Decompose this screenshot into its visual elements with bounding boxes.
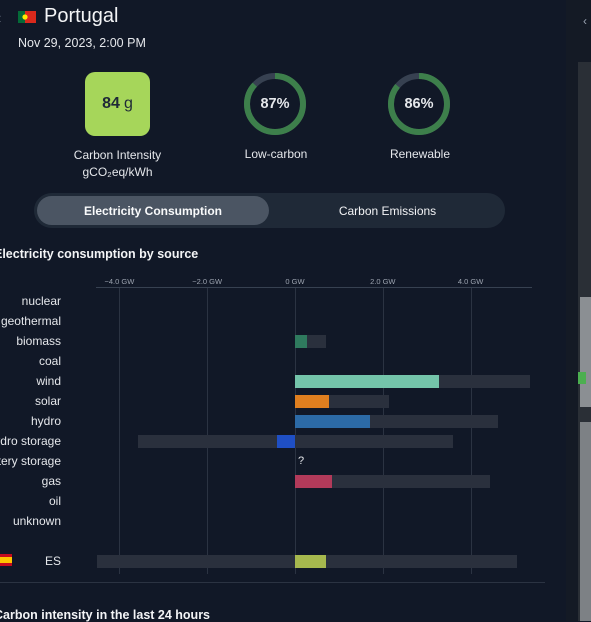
carbon-intensity-unit: g <box>123 95 133 112</box>
source-label: nuclear <box>21 294 61 308</box>
chart-title: Electricity consumption by source <box>0 247 199 261</box>
carbon-intensity-label: Carbon Intensity <box>73 148 162 162</box>
production-bar[interactable] <box>295 475 333 488</box>
production-bar[interactable] <box>295 395 330 408</box>
x-tick-label: 0 GW <box>285 277 305 286</box>
renewable-label: Renewable <box>389 147 451 161</box>
renewable-ring-fill <box>388 73 450 135</box>
source-label: geothermal <box>0 314 61 328</box>
grid-line <box>471 288 472 574</box>
tab-electricity-consumption[interactable]: Electricity Consumption <box>37 196 269 225</box>
grid-line <box>295 288 296 574</box>
section-divider <box>0 582 545 583</box>
x-tick-label: −2.0 GW <box>192 277 223 286</box>
carbon-intensity-badge: 84 g <box>85 72 150 136</box>
carbon-intensity-value: 84 <box>102 95 120 112</box>
back-arrow-icon[interactable]: ‹ <box>0 10 1 28</box>
low-carbon-percent: 87% <box>260 96 290 112</box>
grid-line <box>207 288 208 574</box>
source-label: coal <box>38 354 61 368</box>
low-carbon-ring-fill <box>244 73 306 135</box>
source-label: unknown <box>12 514 61 528</box>
map-zone-marker <box>578 372 586 384</box>
capacity-bar <box>295 475 491 488</box>
map-preview[interactable] <box>578 62 591 621</box>
x-tick-label: 2.0 GW <box>370 277 396 286</box>
carbon-intensity-24h-title: Carbon intensity in the last 24 hours <box>0 608 211 622</box>
country-title: Portugal <box>44 5 119 27</box>
exchange-label: ES <box>44 554 61 568</box>
spain-flag-icon <box>0 554 12 566</box>
consumption-emissions-toggle: Electricity Consumption Carbon Emissions <box>34 193 505 228</box>
renewable-percent: 86% <box>404 96 434 112</box>
map-land-shape <box>580 422 591 621</box>
exchange-bar[interactable] <box>295 555 326 568</box>
source-label: hydro <box>30 414 61 428</box>
collapse-chevron-icon[interactable]: ‹ <box>583 14 587 28</box>
low-carbon-label: Low-carbon <box>244 147 308 161</box>
source-label: wind <box>36 374 61 388</box>
battery-storage-missing-marker: ? <box>298 455 305 467</box>
source-label: hydro storage <box>0 434 61 448</box>
low-carbon-ring: 87% <box>242 71 308 137</box>
datetime-label: Nov 29, 2023, 2:00 PM <box>18 36 146 50</box>
carbon-intensity-caption: Carbon Intensity gCO₂eq/kWh <box>40 147 195 181</box>
tab-carbon-emissions[interactable]: Carbon Emissions <box>338 203 437 218</box>
x-tick-label: 4.0 GW <box>457 277 484 286</box>
renewable-ring: 86% <box>386 71 452 137</box>
grid-line <box>383 288 384 574</box>
source-label: solar <box>34 394 61 408</box>
production-bar[interactable] <box>295 415 370 428</box>
zone-details-panel: ‹ Portugal Nov 29, 2023, 2:00 PM 84 g Ca… <box>0 5 545 622</box>
source-label: battery storage <box>0 454 61 468</box>
source-label: gas <box>41 474 61 488</box>
source-label: biomass <box>16 334 61 348</box>
carbon-intensity-unit-label: gCO₂eq/kWh <box>82 165 153 179</box>
capacity-bar <box>137 435 454 448</box>
portugal-flag-icon <box>18 11 36 23</box>
production-bar[interactable] <box>295 335 308 348</box>
map-land-shape <box>580 297 591 407</box>
x-axis-line <box>96 287 532 288</box>
production-bar[interactable] <box>276 435 295 448</box>
x-tick-label: −4.0 GW <box>104 277 135 286</box>
production-bar[interactable] <box>295 375 439 388</box>
grid-line <box>119 288 120 574</box>
source-label: oil <box>48 494 61 508</box>
